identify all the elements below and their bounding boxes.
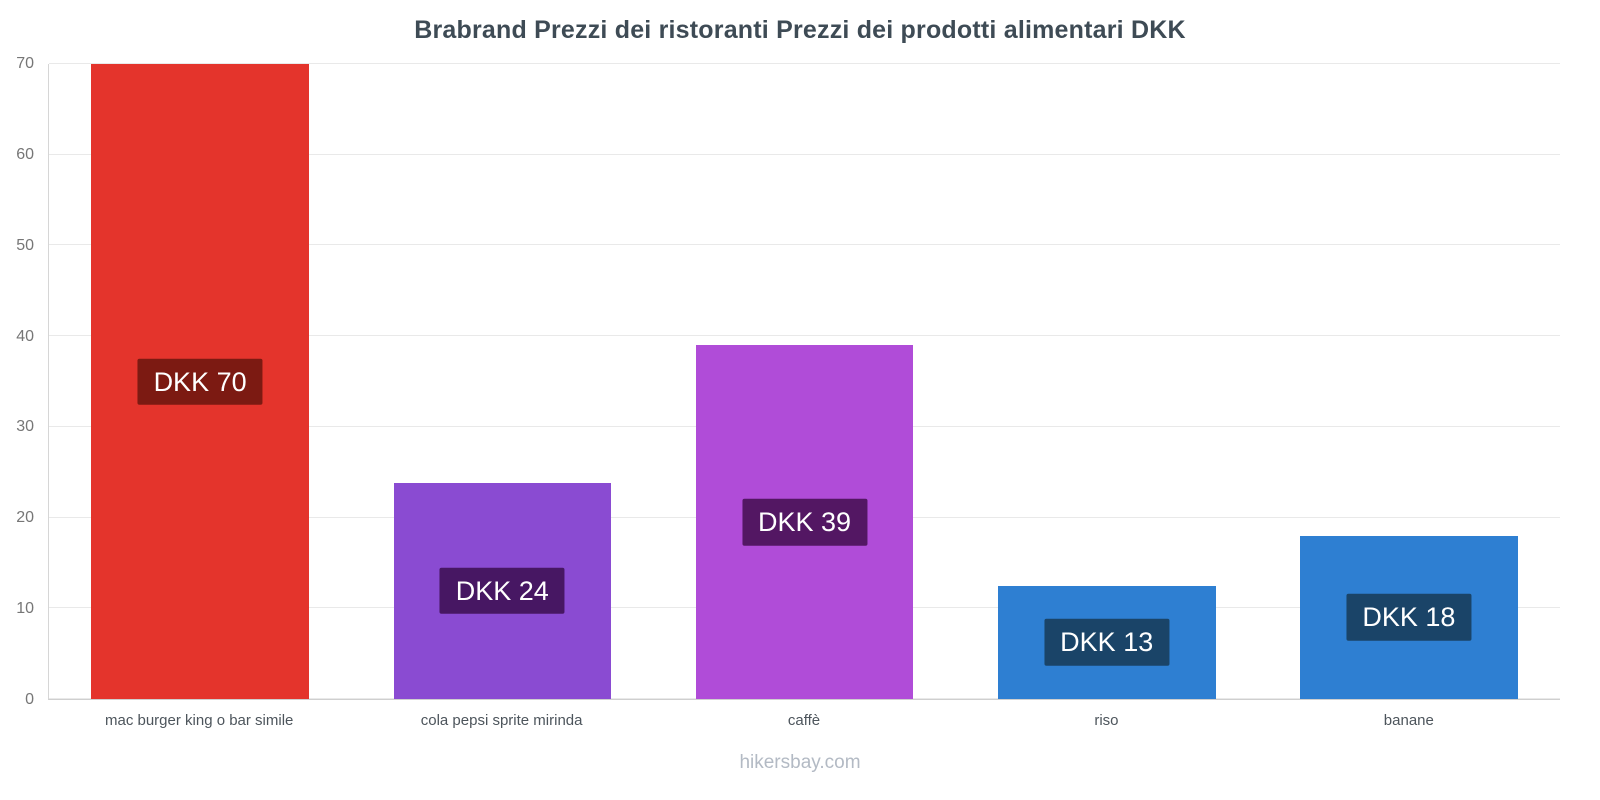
bar-value-label: DKK 13 [1044, 619, 1170, 666]
chart-title: Brabrand Prezzi dei ristoranti Prezzi de… [414, 16, 1186, 44]
y-tick-label: 30 [16, 418, 34, 436]
gridline [49, 244, 1560, 246]
y-tick-label: 60 [16, 145, 34, 163]
footer: hikersbay.com [0, 752, 1600, 774]
plot-area: DKK 70 DKK 24 DKK 39 DKK 13 DKK 18 [48, 63, 1560, 700]
bar-slot: DKK 39 [653, 64, 955, 699]
gridline [49, 63, 1560, 64]
x-category-label: mac burger king o bar simile [104, 712, 294, 729]
x-category-label: cola pepsi sprite mirinda [420, 712, 583, 729]
bar-caffè[interactable]: DKK 39 [695, 345, 914, 699]
bar-value-label: DKK 70 [137, 358, 263, 405]
bar-value-label: DKK 18 [1346, 594, 1472, 641]
bar-mac-burger-king-o-bar-simile[interactable]: DKK 70 [91, 64, 309, 699]
x-axis-labels: mac burger king o bar simile cola pepsi s… [48, 712, 1560, 729]
y-axis: 0 10 20 30 40 50 60 70 [0, 56, 42, 708]
bar-riso[interactable]: DKK 13 [997, 585, 1216, 699]
bar-slot: DKK 70 [49, 64, 351, 699]
bar-value-label: DKK 39 [741, 498, 868, 546]
x-category-label: caffè [787, 712, 821, 729]
y-tick-label: 20 [16, 509, 34, 527]
bar-slot: DKK 24 [351, 64, 653, 699]
y-tick-label: 10 [16, 600, 34, 618]
gridline [49, 335, 1560, 337]
y-tick-label: 0 [25, 691, 34, 708]
y-tick-label: 70 [16, 55, 34, 72]
bar-slot: DKK 13 [956, 64, 1258, 699]
bar-value-label: DKK 24 [439, 567, 565, 615]
bar-slot: DKK 18 [1258, 64, 1560, 699]
hikersbay-link[interactable]: hikersbay.com [739, 752, 861, 773]
y-tick-label: 40 [16, 327, 34, 345]
bar-banane[interactable]: DKK 18 [1300, 535, 1518, 699]
gridline [49, 153, 1560, 155]
y-tick-label: 50 [16, 236, 34, 254]
x-category-label: banane [1383, 712, 1434, 729]
bar-cola-pepsi-sprite-mirinda[interactable]: DKK 24 [393, 483, 612, 699]
x-category-label: riso [1094, 712, 1119, 729]
